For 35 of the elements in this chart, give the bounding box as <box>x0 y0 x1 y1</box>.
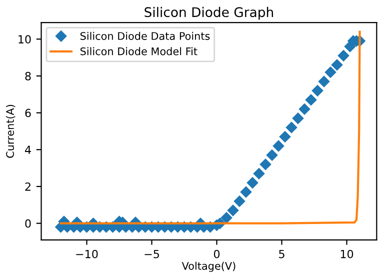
chart-title: Silicon Diode Graph <box>144 6 273 20</box>
y-tick-label: 4 <box>25 146 31 154</box>
point <box>272 140 284 152</box>
point <box>286 122 298 134</box>
point <box>279 131 291 142</box>
point <box>227 204 239 216</box>
point <box>305 94 317 106</box>
point <box>260 158 272 170</box>
point <box>234 196 246 207</box>
y-tick-label: 2 <box>25 182 30 191</box>
point <box>246 177 258 188</box>
point <box>253 168 265 180</box>
y-tick-label: 0 <box>25 219 31 228</box>
y-tick-label: 10 <box>18 35 31 44</box>
y-axis-title: Current(A) <box>6 104 16 158</box>
point <box>240 186 252 198</box>
point <box>338 50 350 62</box>
point <box>292 112 304 124</box>
point <box>266 150 278 161</box>
x-tick-label: 5 <box>279 250 284 258</box>
point <box>312 85 324 96</box>
x-tick-label: −10 <box>76 250 98 258</box>
point <box>298 104 310 115</box>
legend-label: Silicon Diode Model Fit <box>80 47 198 56</box>
y-tick-label: 8 <box>25 72 31 80</box>
point <box>220 212 232 224</box>
x-axis-title: Voltage(V) <box>182 262 236 272</box>
point <box>324 66 336 78</box>
x-tick-label: −5 <box>144 250 159 258</box>
legend-label: Silicon Diode Data Points <box>80 32 210 40</box>
point <box>331 59 343 70</box>
x-tick-label: 0 <box>214 250 220 258</box>
y-tick-label: 6 <box>25 108 31 118</box>
x-tick-label: 10 <box>340 250 354 258</box>
point <box>318 76 330 88</box>
